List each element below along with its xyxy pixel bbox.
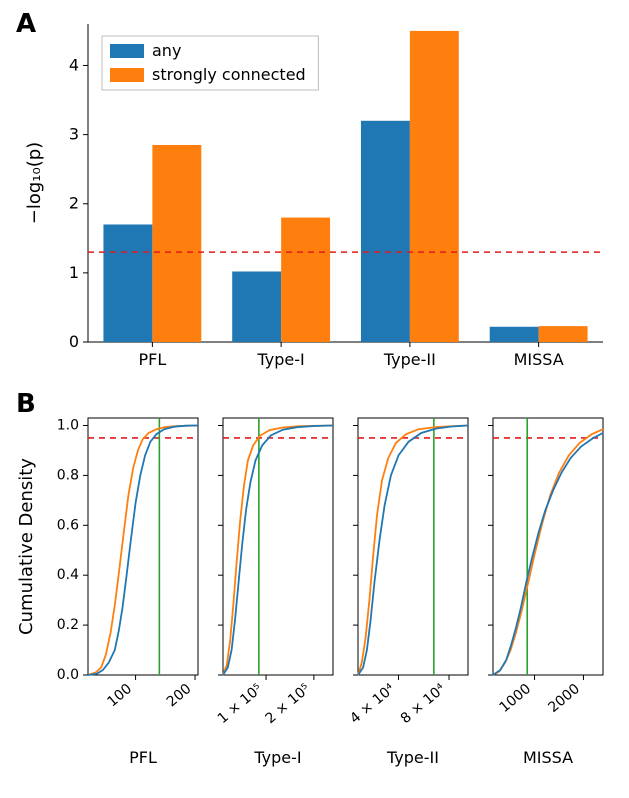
panel-a-ytick-label: 0 bbox=[69, 332, 79, 351]
panel-b-Type-I-frame bbox=[223, 418, 333, 675]
panel-b-MISSA-cdf-any bbox=[493, 433, 603, 675]
panel-b-ytick-label: 0.8 bbox=[57, 467, 79, 483]
panel-b-xtick-label: 2 × 10⁵ bbox=[263, 681, 314, 727]
panel-b-PFL-frame bbox=[88, 418, 198, 675]
panel-b-xtick-label: 2000 bbox=[545, 681, 583, 716]
legend-label: any bbox=[152, 41, 181, 60]
panel-a-xtick-label: Type-I bbox=[257, 350, 305, 369]
panel-b-xtick-label: 100 bbox=[104, 681, 135, 710]
panel-b-xtick-label: 8 × 10⁴ bbox=[398, 681, 449, 728]
panel-b-PFL-label: PFL bbox=[129, 748, 157, 767]
figure-root: A 0 1 2 3 4 −log₁₀(p) PFL Type-I Type-II MISSA any s… bbox=[0, 0, 629, 798]
panel-a-bar-Type-I-1 bbox=[281, 218, 330, 342]
panel-b-MISSA-cdf-strong bbox=[493, 429, 603, 675]
panel-a-bar-MISSA-0 bbox=[490, 327, 539, 342]
panel-b-Type-II-label: Type-II bbox=[386, 748, 439, 767]
panel-a-ytick-label: 3 bbox=[69, 125, 79, 144]
panel-b-xtick-label: 4 × 10⁴ bbox=[347, 681, 398, 728]
panel-b-ytick-label: 0.4 bbox=[57, 567, 79, 583]
panel-b-Type-I-cdf-any bbox=[223, 426, 333, 676]
panel-b-ytick-label: 0.2 bbox=[57, 617, 79, 633]
panel-b-MISSA-frame bbox=[493, 418, 603, 675]
panel-a-ytick-label: 4 bbox=[69, 55, 79, 74]
panel-b-ytick-label: 0.0 bbox=[57, 667, 79, 683]
panel-b-ylabel: Cumulative Density bbox=[16, 458, 37, 635]
panel-b-Type-I-label: Type-I bbox=[253, 748, 301, 767]
panel-a-bar-Type-I-0 bbox=[232, 271, 281, 342]
panel-a-xtick-label: Type-II bbox=[383, 350, 436, 369]
panel-a-label: A bbox=[16, 9, 36, 39]
legend-swatch bbox=[110, 68, 144, 82]
panel-b-MISSA-label: MISSA bbox=[523, 748, 573, 767]
panel-b-Type-II-cdf-strong bbox=[358, 426, 468, 676]
panel-b-xtick-label: 1000 bbox=[497, 681, 535, 716]
panel-b-xtick-label: 200 bbox=[164, 681, 195, 710]
legend-label: strongly connected bbox=[152, 65, 306, 84]
panel-a-bar-Type-II-1 bbox=[410, 31, 459, 342]
panel-b-Type-I-cdf-strong bbox=[223, 426, 333, 676]
panel-a-ytick-label: 2 bbox=[69, 194, 79, 213]
panel-a-ytick-label: 1 bbox=[69, 263, 79, 282]
panel-b-xtick-label: 1 × 10⁵ bbox=[215, 681, 266, 727]
panel-b-ytick-label: 1.0 bbox=[57, 417, 79, 433]
panel-a-bar-Type-II-0 bbox=[361, 121, 410, 342]
panel-a-bar-MISSA-1 bbox=[539, 326, 588, 342]
panel-a-bar-PFL-0 bbox=[103, 224, 152, 342]
panel-a-ylabel: −log₁₀(p) bbox=[24, 142, 45, 224]
panel-a-xtick-label: MISSA bbox=[514, 350, 564, 369]
figure-svg: A 0 1 2 3 4 −log₁₀(p) PFL Type-I Type-II MISSA any s… bbox=[0, 0, 629, 798]
panel-b-PFL-cdf-any bbox=[88, 426, 198, 676]
legend-swatch bbox=[110, 44, 144, 58]
panel-b-label: B bbox=[16, 389, 36, 419]
panel-a-xtick-label: PFL bbox=[138, 350, 166, 369]
panel-a-bar-PFL-1 bbox=[152, 145, 201, 342]
panel-b-ytick-label: 0.6 bbox=[57, 517, 79, 533]
